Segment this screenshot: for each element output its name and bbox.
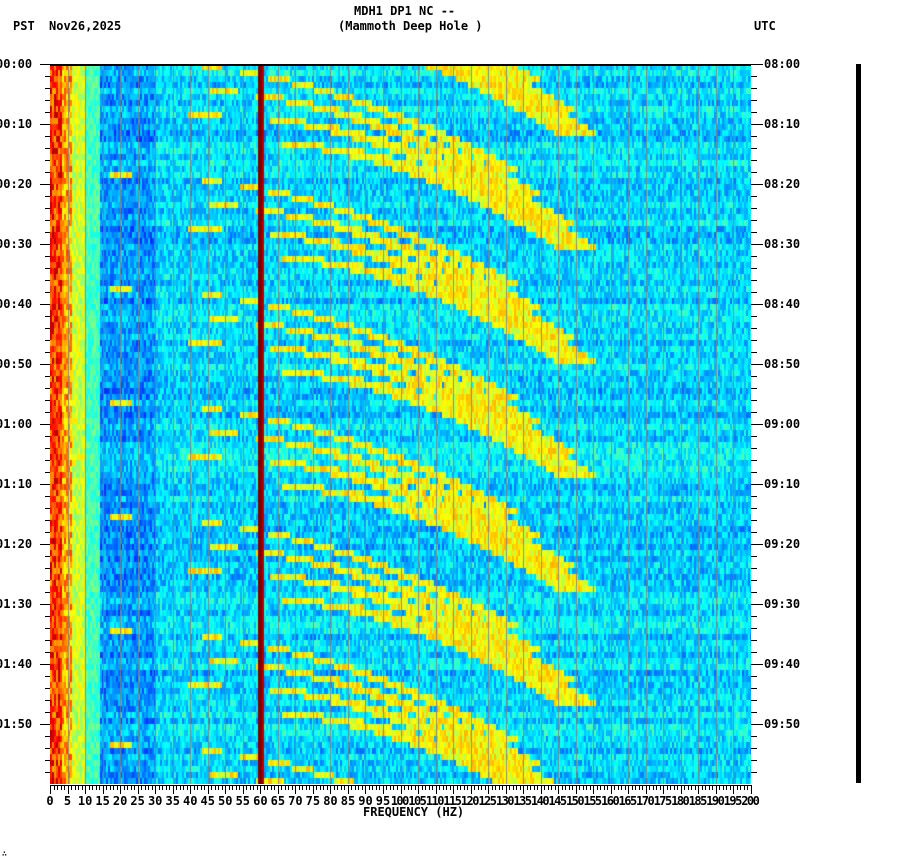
x-tick-label: 40 (183, 794, 198, 808)
x-tick-label: 115 (443, 794, 462, 808)
x-tick-label: 5 (63, 794, 72, 808)
x-tick-label: 145 (548, 794, 567, 808)
y-tick-label-right: 08:10 (764, 117, 801, 131)
amplitude-scale-bar (856, 64, 861, 783)
x-tick-label: 100 (390, 794, 410, 808)
y-tick-label-left: 00:50 (0, 357, 33, 371)
x-tick-label: 0 (46, 794, 54, 808)
y-tick-label-left: 01:10 (0, 477, 33, 491)
y-tick-label-left: 00:30 (0, 237, 33, 251)
y-tick-label-left: 00:40 (0, 297, 33, 311)
x-tick-label: 70 (288, 794, 303, 808)
y-tick-label-right: 08:20 (764, 177, 801, 191)
y-tick-label-left: 01:50 (0, 717, 33, 731)
y-tick-label-right: 08:30 (764, 237, 801, 251)
station-title: MDH1 DP1 NC -- (354, 4, 456, 18)
x-tick-label: 45 (200, 794, 215, 808)
x-tick-label: 140 (530, 794, 550, 808)
x-tick-label: 190 (706, 794, 725, 808)
x-tick-label: 125 (478, 794, 497, 808)
x-tick-label: 160 (601, 794, 620, 808)
y-tick-label-right: 08:00 (764, 57, 801, 71)
x-tick-label: 75 (305, 794, 321, 808)
x-tick-label: 90 (358, 794, 373, 808)
x-tick-label: 170 (636, 794, 655, 808)
x-tick-label: 175 (653, 794, 673, 808)
x-tick-label: 120 (460, 794, 480, 808)
y-tick-label-right: 09:10 (764, 477, 801, 491)
x-tick-label: 50 (218, 794, 233, 808)
x-tick-label: 30 (147, 794, 163, 808)
x-tick-label: 105 (408, 794, 427, 808)
y-tick-label-right: 09:50 (764, 717, 801, 731)
y-tick-label-right: 09:00 (764, 417, 801, 431)
y-tick-label-right: 09:30 (764, 597, 801, 611)
y-tick-label-left: 01:40 (0, 657, 33, 671)
x-tick-label: 60 (253, 794, 268, 808)
x-tick-label: 135 (513, 794, 532, 808)
x-tick-label: 20 (112, 794, 128, 808)
x-tick-label: 110 (425, 794, 445, 808)
y-tick-label-left: 00:00 (0, 57, 33, 71)
x-tick-label: 80 (323, 794, 338, 808)
y-tick-label-right: 08:50 (764, 357, 801, 371)
x-tick-label: 130 (495, 794, 515, 808)
y-tick-label-left: 00:20 (0, 177, 33, 191)
x-tick-label: 85 (340, 794, 356, 808)
y-tick-label-right: 09:20 (764, 537, 801, 551)
y-tick-label-left: 01:20 (0, 537, 33, 551)
x-tick-label: 65 (270, 794, 286, 808)
y-tick-label-right: 09:40 (764, 657, 801, 671)
x-tick-label: 55 (235, 794, 251, 808)
date-label: Nov26,2025 (49, 19, 122, 33)
x-tick-label: 195 (723, 794, 743, 808)
logo-icon: ∴ (2, 849, 7, 858)
x-tick-label: 185 (688, 794, 708, 808)
spectrogram-plot (50, 64, 751, 784)
x-tick-label: 25 (130, 794, 145, 808)
x-tick-label: 10 (77, 794, 93, 808)
y-tick-label-left: 00:10 (0, 117, 33, 131)
y-tick-label-left: 01:30 (0, 597, 33, 611)
x-tick-label: 35 (165, 794, 180, 808)
y-tick-label-left: 01:00 (0, 417, 33, 431)
x-tick-label: 200 (741, 794, 760, 808)
x-tick-label: 155 (583, 794, 602, 808)
left-timezone-label: PST (13, 19, 35, 33)
y-tick-label-right: 08:40 (764, 297, 801, 311)
x-tick-label: 15 (95, 794, 110, 808)
x-tick-label: 95 (375, 794, 391, 808)
x-tick-label: 150 (565, 794, 585, 808)
x-tick-label: 180 (671, 794, 690, 808)
spectrogram-canvas (50, 64, 751, 784)
station-name: (Mammoth Deep Hole ) (338, 19, 483, 33)
x-tick-label: 165 (618, 794, 638, 808)
x-axis-title: FREQUENCY (HZ) (363, 805, 465, 819)
right-timezone-label: UTC (754, 19, 776, 33)
